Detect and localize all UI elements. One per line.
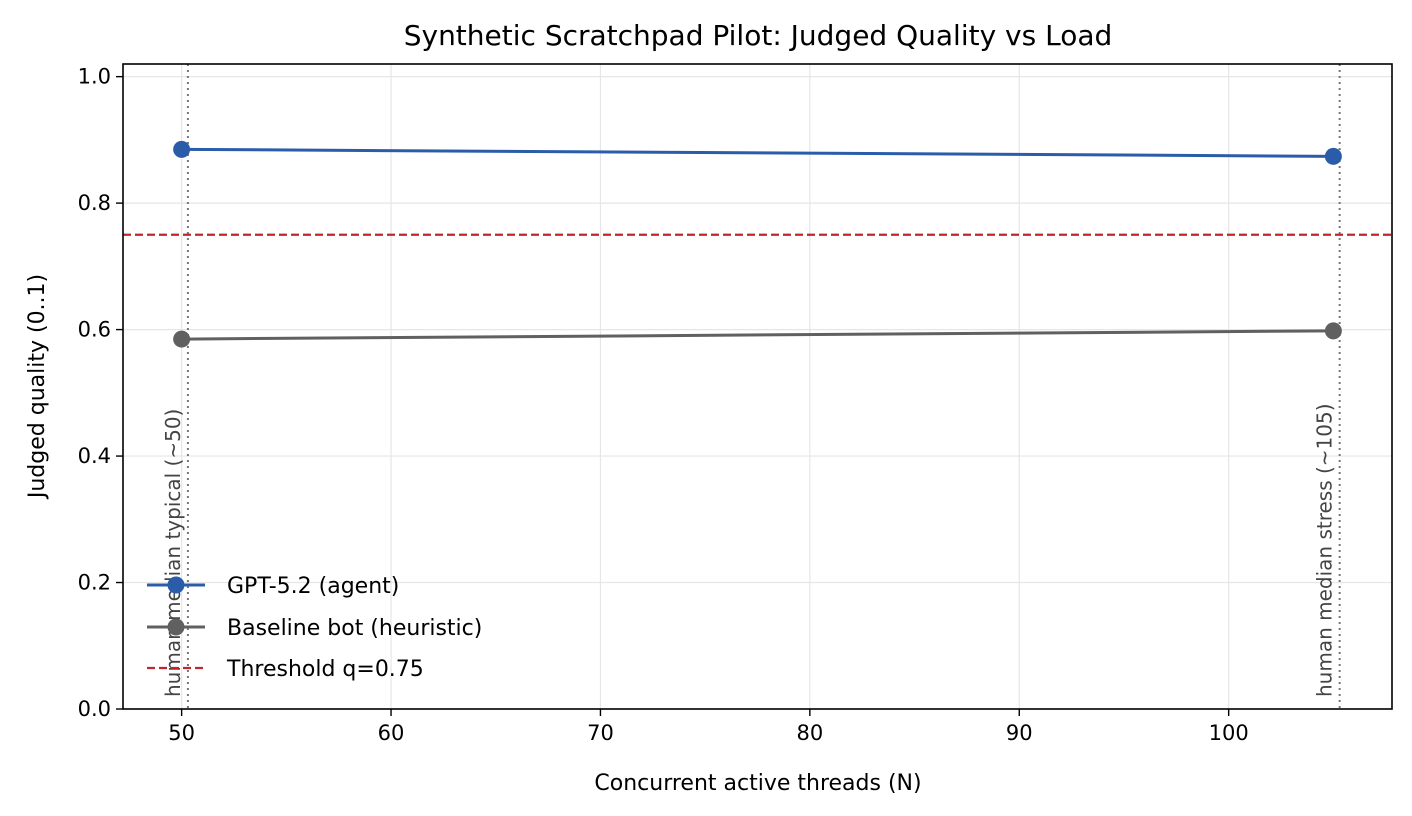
x-tick-label: 60 — [378, 721, 405, 745]
x-tick-label: 90 — [1006, 721, 1033, 745]
legend-label: Baseline bot (heuristic) — [227, 616, 482, 641]
y-tick-label: 0.2 — [78, 571, 111, 595]
tick-layer: 50 60 70 80 90 100 0.0 0.2 0.4 0.6 0.8 1.0 — [78, 65, 1249, 745]
x-tick-label: 50 — [168, 721, 195, 745]
annotation-label: human median typical (~50) — [161, 409, 185, 697]
x-axis-title: Concurrent active threads (N) — [594, 771, 921, 796]
y-tick-label: 0.0 — [78, 697, 111, 721]
annotation-label: human median stress (~105) — [1313, 403, 1337, 697]
y-tick-label: 1.0 — [78, 65, 111, 89]
x-tick-label: 70 — [587, 721, 614, 745]
legend-marker — [167, 618, 185, 636]
chart-title: Synthetic Scratchpad Pilot: Judged Quali… — [404, 19, 1113, 52]
data-point — [1324, 322, 1342, 340]
plot-frame — [122, 63, 1393, 710]
legend-marker — [167, 576, 185, 594]
y-tick-label: 0.8 — [78, 191, 111, 215]
legend-label: GPT-5.2 (agent) — [227, 574, 399, 599]
legend: GPT-5.2 (agent) Baseline bot (heuristic) T… — [147, 574, 482, 682]
legend-label: Threshold q=0.75 — [226, 657, 424, 682]
y-axis-title: Judged quality (0..1) — [25, 274, 50, 500]
series-line — [181, 329, 1334, 341]
x-tick-label: 100 — [1209, 721, 1249, 745]
grid-layer — [123, 64, 1392, 710]
data-point — [173, 140, 191, 158]
series-line — [181, 147, 1334, 158]
y-tick-label: 0.4 — [78, 444, 111, 468]
y-tick-label: 0.6 — [78, 318, 111, 342]
series-layer — [173, 140, 1342, 348]
annotation-layer: human median typical (~50) human median s… — [161, 64, 1341, 709]
data-point — [1324, 147, 1342, 165]
x-tick-label: 80 — [796, 721, 823, 745]
data-point — [173, 330, 191, 348]
